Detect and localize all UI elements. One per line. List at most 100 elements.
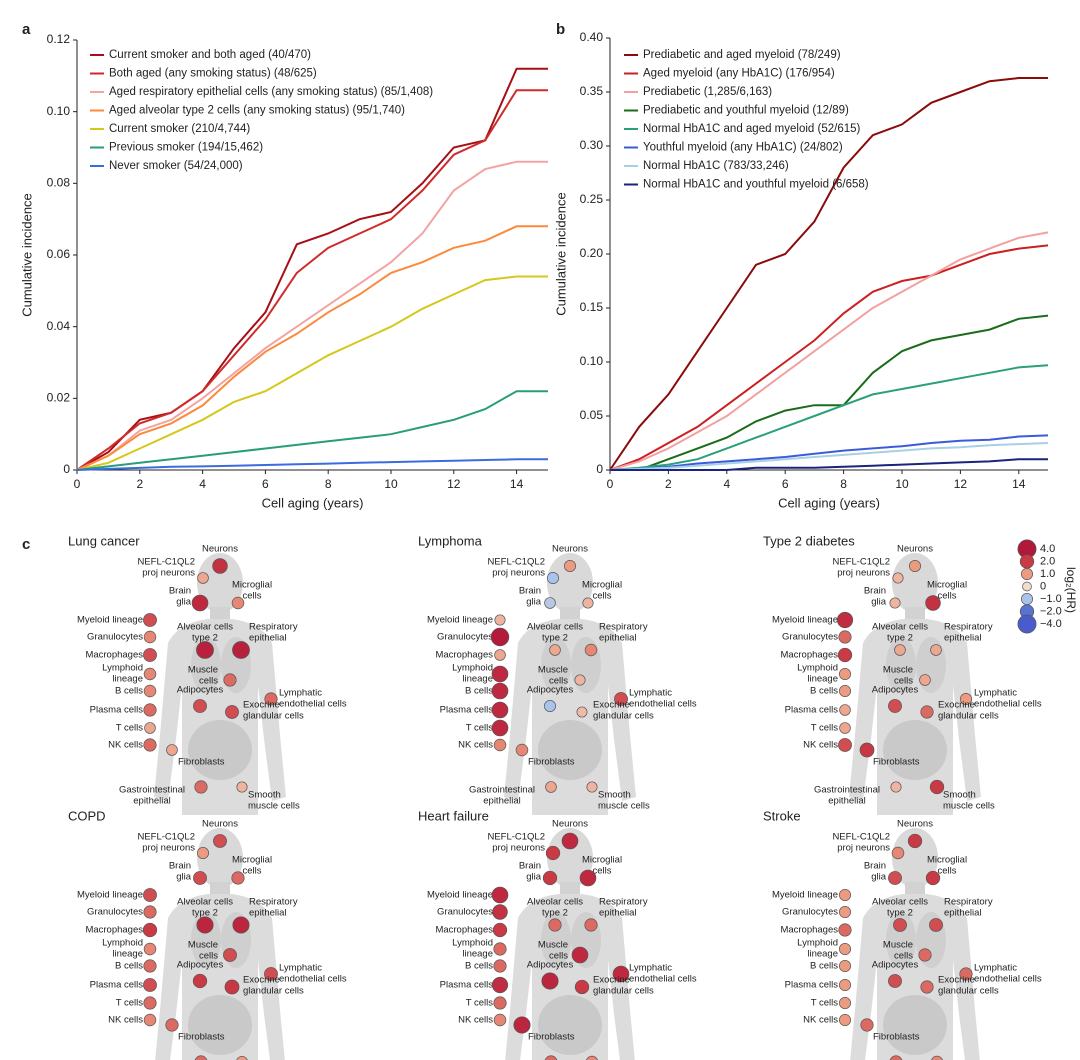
legend-label: Aged myeloid (any HbA1C) (176/954): [643, 68, 835, 80]
cell-type-label: Granulocytes: [87, 632, 143, 643]
x-tick-label: 2: [665, 477, 672, 491]
hr-dot: [839, 704, 851, 716]
series-line: [609, 77, 1048, 471]
cell-type-label: Exocrine: [243, 975, 280, 986]
cell-type-label: cells: [937, 866, 956, 877]
cell-type-label: Respiratory: [249, 622, 298, 633]
hr-dot: [212, 558, 228, 574]
legend-dot: [1022, 581, 1032, 592]
hr-dot: [545, 845, 561, 861]
hr-dot: [223, 673, 237, 687]
hr-dot: [859, 742, 875, 758]
body-map-title: Stroke: [763, 808, 801, 823]
hr-dot: [929, 779, 945, 795]
cell-type-label: Granulocytes: [87, 907, 143, 918]
hr-dot: [491, 665, 509, 683]
cell-type-label: glandular cells: [593, 986, 654, 997]
cell-type-label: Fibroblasts: [528, 1032, 575, 1043]
hr-dot: [225, 705, 239, 719]
cell-type-label: Gastrointestinal: [469, 785, 535, 796]
body-map-title: Type 2 diabetes: [763, 533, 855, 548]
cell-type-label: cells: [592, 866, 611, 877]
cell-type-label: Plasma cells: [90, 705, 144, 716]
hr-dot: [838, 888, 851, 901]
hr-dot: [920, 980, 934, 994]
hr-dot: [549, 644, 561, 656]
hr-dot: [194, 780, 208, 794]
hr-dot: [960, 693, 973, 706]
hr-dot: [143, 667, 157, 681]
cell-type-label: Lymphoid: [452, 938, 493, 949]
cell-type-label: endothelial cells: [629, 699, 697, 710]
cell-type-label: proj neurons: [142, 843, 195, 854]
cell-type-label: Gastrointestinal: [814, 785, 880, 796]
hr-dot: [193, 871, 207, 885]
series-line: [609, 364, 1049, 471]
cell-type-label: Macrophages: [435, 925, 493, 936]
cell-type-label: NK cells: [803, 1015, 838, 1026]
hr-dot: [493, 996, 507, 1010]
cell-type-label: Plasma cells: [440, 705, 494, 716]
hr-dot: [860, 1018, 874, 1032]
cell-type-label: B cells: [810, 961, 838, 972]
cell-type-label: glia: [526, 872, 542, 883]
y-tick-label: 0.04: [47, 319, 71, 333]
legend-label: Normal HbA1C and youthful myeloid (6/658…: [643, 179, 869, 191]
x-tick-label: 0: [74, 477, 81, 491]
hr-dot: [838, 979, 851, 992]
cell-type-label: NK cells: [108, 1015, 143, 1026]
cell-type-label: T cells: [811, 998, 839, 1009]
series-line: [76, 458, 548, 471]
cell-type-label: Adipocytes: [177, 960, 224, 971]
cell-type-label: Neurons: [552, 544, 588, 555]
hr-dot: [931, 1055, 943, 1060]
x-tick-label: 10: [895, 477, 909, 491]
series-line: [76, 67, 548, 471]
cell-type-label: lineage: [807, 949, 838, 960]
hr-dot: [890, 781, 902, 793]
cell-type-label: Fibroblasts: [528, 757, 575, 768]
hr-dot: [143, 959, 157, 973]
cell-type-label: Myeloid lineage: [427, 890, 493, 901]
cell-type-label: Lymphoid: [452, 663, 493, 674]
cell-type-label: B cells: [465, 686, 493, 697]
hr-dot: [888, 871, 902, 885]
cell-type-label: muscle cells: [248, 801, 300, 812]
cell-type-label: Fibroblasts: [178, 757, 225, 768]
hr-dot: [196, 641, 214, 659]
cell-type-label: epithelial: [599, 908, 637, 919]
cell-type-label: epithelial: [249, 633, 287, 644]
series-line: [609, 434, 1049, 471]
x-tick-label: 14: [510, 477, 524, 491]
legend-label: Current smoker and both aged (40/470): [109, 49, 311, 61]
hr-dot: [491, 682, 509, 700]
cell-type-label: Myeloid lineage: [772, 890, 838, 901]
body-map-title: Lung cancer: [68, 533, 140, 548]
cell-type-label: epithelial: [944, 908, 982, 919]
cell-type-label: NEFL-C1QL2: [487, 557, 545, 568]
hr-dot: [838, 943, 851, 956]
legend-label: Prediabetic and youthful myeloid (12/89): [643, 105, 849, 117]
cell-type-label: epithelial: [944, 633, 982, 644]
cell-type-label: Exocrine: [938, 975, 975, 986]
hr-dot: [494, 614, 506, 626]
cell-type-label: glia: [176, 597, 192, 608]
hr-dot: [889, 597, 901, 609]
cell-type-label: Plasma cells: [785, 705, 839, 716]
cell-type-label: Microglial: [582, 855, 622, 866]
hr-dot: [264, 967, 278, 981]
hr-dot: [192, 973, 208, 989]
hr-dot: [193, 699, 207, 713]
hr-dot: [542, 870, 558, 886]
hr-dot: [515, 743, 529, 757]
cell-type-label: glandular cells: [593, 711, 654, 722]
cell-type-label: Lymphatic: [629, 688, 672, 699]
cell-type-label: NK cells: [458, 1015, 493, 1026]
hr-dot: [236, 781, 248, 793]
hr-dot: [197, 572, 209, 584]
series-line: [76, 160, 548, 471]
cell-type-label: NK cells: [458, 740, 493, 751]
